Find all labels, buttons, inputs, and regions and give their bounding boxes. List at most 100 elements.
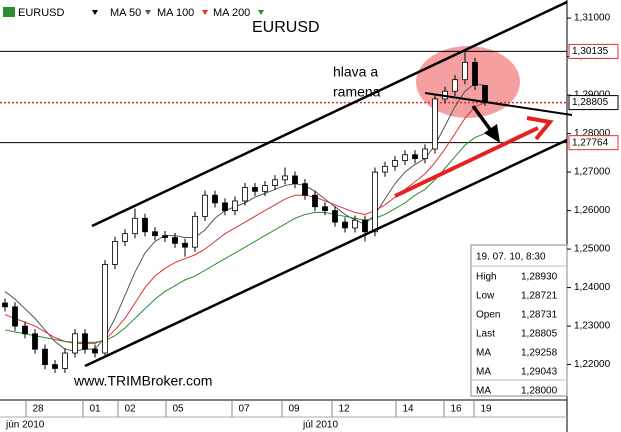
candle-body [282, 175, 288, 181]
candle-body [82, 333, 88, 350]
x-tick-label: 09 [288, 404, 300, 415]
legend-entry: MA 50 [110, 7, 141, 19]
up-arrow [394, 126, 539, 198]
channel-lower [84, 138, 568, 368]
info-label: Low [476, 291, 495, 302]
candle-body [62, 352, 68, 369]
level-label: 1,30135 [572, 46, 609, 57]
y-tick-label: 1,23000 [574, 321, 611, 332]
x-tick-label: 19 [480, 404, 492, 415]
x-tick-label: 01 [89, 404, 101, 415]
annotation: hlava a [333, 64, 378, 80]
candle-body [322, 206, 328, 211]
candle-body [392, 160, 398, 167]
info-panel [470, 244, 568, 397]
candle-body [132, 217, 138, 235]
candle-body [212, 194, 218, 204]
info-value: 1,28000 [521, 386, 558, 397]
legend-dropdown[interactable] [202, 10, 208, 15]
x-tick-label: 07 [238, 404, 250, 415]
candle-body [432, 98, 438, 150]
legend-entry: MA 200 [213, 7, 250, 19]
candle-body [262, 185, 268, 192]
candle-body [252, 187, 258, 192]
info-label: MA [476, 386, 491, 397]
month-label: júl 2010 [302, 420, 338, 431]
candle-body [372, 171, 378, 233]
level-label-box [568, 43, 619, 59]
y-tick-label: 1,26000 [574, 205, 611, 216]
y-tick-label: 1,31000 [574, 13, 611, 24]
legend-dropdown[interactable] [145, 10, 151, 15]
drawings [84, 0, 573, 368]
x-tick-label: 12 [338, 404, 350, 415]
candle-body [92, 348, 98, 354]
down-arrow [471, 104, 494, 134]
symbol: EURUSD [18, 7, 65, 19]
info-label: Open [476, 310, 500, 321]
x-tick-label: 14 [402, 404, 414, 415]
y-tick-label: 1,28000 [574, 128, 611, 139]
under-layer [416, 46, 520, 118]
highlight-ellipse [416, 46, 520, 118]
candle-body [52, 364, 58, 369]
dropdown-arrow[interactable] [92, 10, 98, 15]
candle-body [412, 154, 418, 160]
y-tick-label: 1,24000 [574, 282, 611, 293]
channel-upper [91, 0, 568, 228]
x-tick-label: 05 [172, 404, 184, 415]
info-value: 1,28805 [521, 329, 558, 340]
x-tick-label: 28 [32, 404, 44, 415]
candle-body [332, 210, 338, 223]
candle-body [172, 237, 178, 244]
candle-body [152, 231, 158, 237]
candle-body [122, 233, 128, 242]
info-value: 1,28930 [521, 272, 558, 283]
chart-title: EURUSD [252, 19, 320, 36]
info-label: MA [476, 367, 491, 378]
legend-entry: MA 100 [157, 7, 194, 19]
level-label-box [568, 95, 619, 111]
info-value: 1,28731 [521, 310, 558, 321]
candle-body [382, 165, 388, 173]
candle-body [482, 85, 488, 103]
candle-body [222, 202, 228, 211]
candle-body [422, 148, 428, 160]
candle-body [2, 302, 8, 308]
candle-body [462, 61, 468, 81]
candle-body [452, 79, 458, 92]
level-label: 1,27764 [572, 137, 609, 148]
candle-body [342, 221, 348, 229]
x-tick-label: 16 [450, 404, 462, 415]
info-timestamp: 19. 07. 10, 8:30 [476, 252, 546, 263]
candle-body [192, 215, 198, 248]
candle-body [242, 187, 248, 202]
candle-body [202, 194, 208, 217]
candle-body [402, 154, 408, 161]
candle-body [142, 217, 148, 233]
candle-body [42, 348, 48, 365]
candle-body [182, 242, 188, 248]
level-label-box [568, 135, 619, 151]
info-value: 1,29043 [521, 367, 558, 378]
info-label: Last [476, 329, 495, 340]
up-arrowhead [526, 116, 554, 141]
candle-body [162, 235, 168, 238]
info-label: High [476, 272, 497, 283]
candle-body [352, 219, 358, 229]
candle-body [22, 325, 28, 335]
candle-body [362, 219, 368, 233]
info-value: 1,29258 [521, 348, 558, 359]
legend-dropdown[interactable] [258, 10, 264, 15]
candle-body [292, 175, 298, 185]
info-value: 1,28721 [521, 291, 558, 302]
candle-body [272, 179, 278, 186]
candle-body [312, 194, 318, 208]
y-tick-label: 1,22000 [574, 359, 611, 370]
candle-body [72, 333, 78, 354]
neckline [424, 92, 573, 116]
annotation: ramena [333, 84, 381, 100]
candle-body [102, 264, 108, 354]
